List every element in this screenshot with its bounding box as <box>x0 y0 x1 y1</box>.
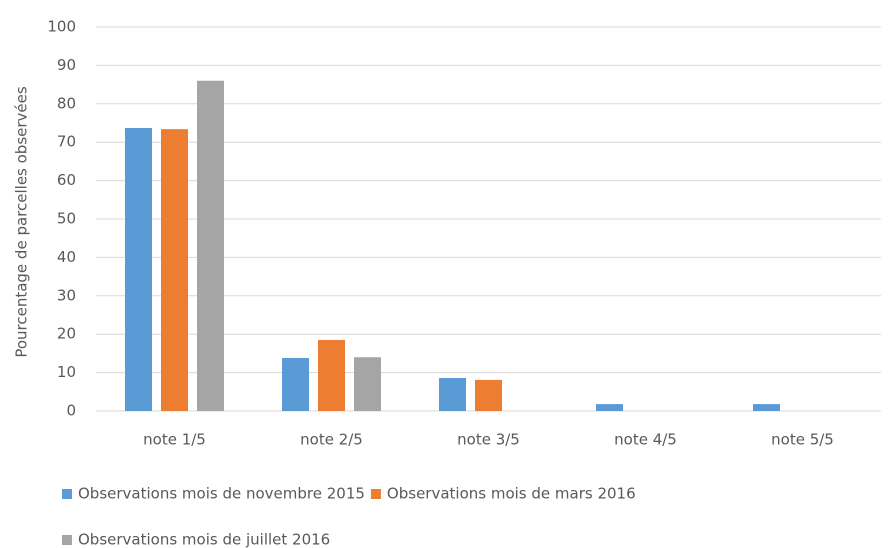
bar <box>282 358 309 411</box>
legend-swatch <box>370 489 381 499</box>
y-tick-label: 90 <box>57 56 76 74</box>
bar <box>439 377 466 411</box>
y-tick-label: 60 <box>57 171 76 189</box>
y-tick-label: 50 <box>57 210 76 228</box>
bar <box>318 339 345 411</box>
legend-label: Observations mois de mars 2016 <box>387 485 636 503</box>
legend-label: Observations mois de novembre 2015 <box>78 485 365 503</box>
y-tick-label: 100 <box>47 18 76 36</box>
bar <box>197 80 224 411</box>
y-axis-title: Pourcentage de parcelles observées <box>13 86 31 358</box>
y-tick-label: 70 <box>57 133 76 151</box>
x-tick-label: note 3/5 <box>457 431 520 449</box>
y-tick-label: 20 <box>57 325 76 343</box>
legend-swatch <box>62 535 72 545</box>
legend-swatch <box>62 489 72 499</box>
bar <box>475 379 502 411</box>
bar <box>125 127 152 411</box>
y-tick-label: 0 <box>66 402 76 420</box>
bar <box>161 129 188 412</box>
y-tick-label: 40 <box>57 248 76 266</box>
y-tick-label: 30 <box>57 286 76 304</box>
x-tick-label: note 4/5 <box>614 431 677 449</box>
bar <box>753 404 780 411</box>
x-tick-label: note 5/5 <box>771 431 834 449</box>
bar <box>354 357 381 411</box>
bar <box>596 404 623 411</box>
legend-label: Observations mois de juillet 2016 <box>78 531 330 548</box>
x-tick-label: note 2/5 <box>300 431 363 449</box>
x-tick-label: note 1/5 <box>143 431 206 449</box>
y-tick-label: 80 <box>57 94 76 112</box>
y-tick-label: 10 <box>57 363 76 381</box>
